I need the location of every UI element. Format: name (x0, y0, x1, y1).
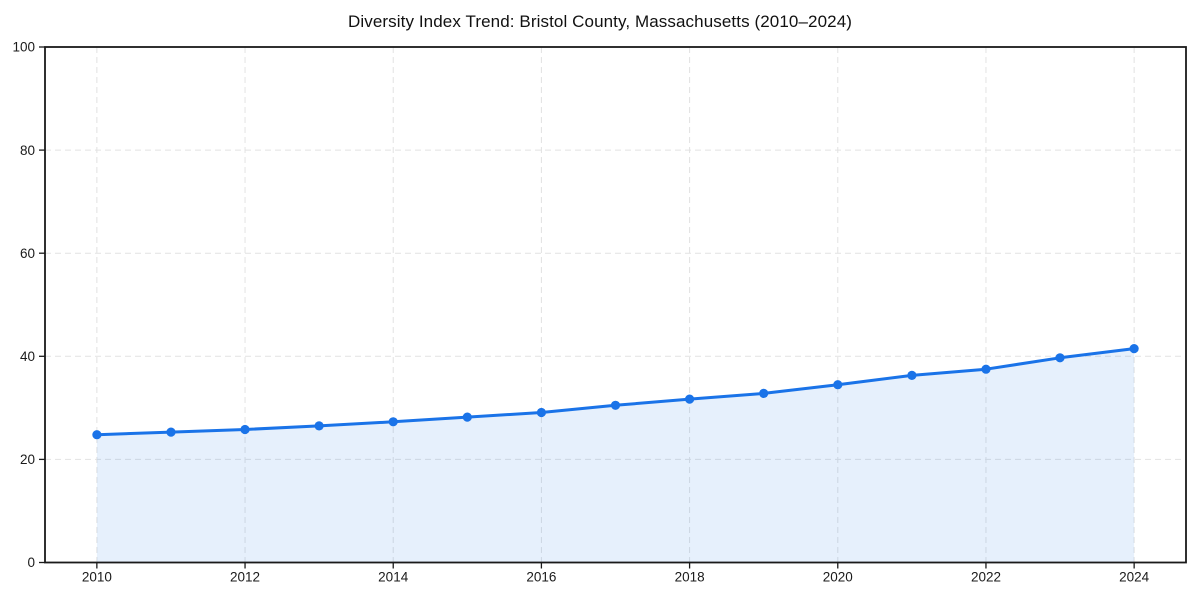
y-tick-label-20: 20 (20, 452, 35, 467)
y-tick-label-100: 100 (12, 40, 35, 55)
x-tick-label-2018: 2018 (675, 570, 705, 585)
x-tick-label-2014: 2014 (378, 570, 409, 585)
data-point-2014 (388, 417, 398, 427)
data-point-2015 (462, 412, 472, 422)
y-tick-label-80: 80 (20, 143, 35, 158)
y-tick-label-40: 40 (20, 349, 35, 364)
data-point-2011 (166, 427, 176, 437)
plot-frame (44, 46, 1187, 564)
data-point-2017 (610, 400, 621, 410)
x-tick-label-2024: 2024 (1119, 570, 1150, 585)
data-point-2012 (240, 424, 250, 435)
data-point-2022 (981, 364, 991, 374)
x-tick-label-2022: 2022 (971, 570, 1001, 585)
x-tick-label-2016: 2016 (526, 570, 556, 585)
x-tick-label-2010: 2010 (82, 570, 112, 585)
y-tick-label-60: 60 (20, 246, 35, 261)
data-point-2020 (833, 380, 843, 390)
data-point-2021 (907, 370, 917, 380)
y-tick-label-0: 0 (27, 555, 35, 570)
x-tick-label-2020: 2020 (823, 570, 853, 585)
data-point-2016 (536, 407, 547, 418)
data-point-2019 (759, 388, 769, 398)
chart-title: Diversity Index Trend: Bristol County, M… (347, 12, 853, 31)
data-point-2013 (314, 421, 324, 431)
data-point-2010 (92, 430, 102, 440)
data-point-2018 (685, 394, 695, 404)
x-tick-label-2012: 2012 (230, 570, 260, 585)
data-point-2024 (1129, 344, 1139, 354)
data-point-2023 (1055, 353, 1065, 363)
area-fill (96, 348, 1135, 563)
